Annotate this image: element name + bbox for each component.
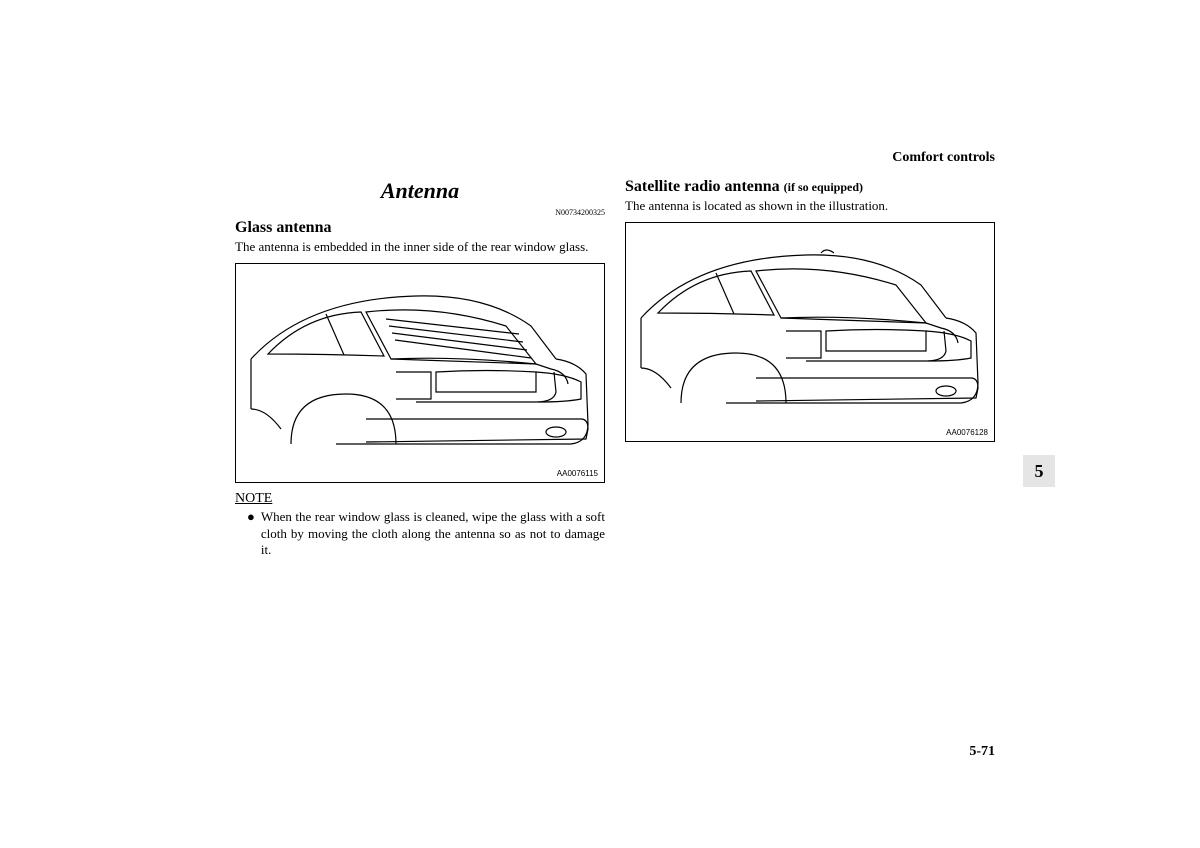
chapter-tab: 5 [1023, 455, 1055, 487]
figure-code: AA0076128 [946, 428, 988, 437]
page-number: 5-71 [969, 744, 995, 760]
satellite-antenna-figure: AA0076128 [625, 222, 995, 442]
right-column: Satellite radio antenna (if so equipped)… [625, 178, 995, 442]
car-rear-satellite-antenna-illustration [626, 223, 996, 443]
satellite-heading-text: Satellite radio antenna [625, 178, 784, 195]
manual-page: Comfort controls Antenna N00734200325 Gl… [235, 150, 995, 750]
glass-antenna-figure: AA0076115 [235, 263, 605, 483]
section-header: Comfort controls [892, 150, 995, 166]
glass-antenna-description: The antenna is embedded in the inner sid… [235, 239, 605, 255]
figure-code: AA0076115 [557, 469, 598, 478]
equipped-note: (if so equipped) [784, 180, 863, 194]
left-column: Antenna N00734200325 Glass antenna The a… [235, 178, 605, 558]
satellite-antenna-description: The antenna is located as shown in the i… [625, 198, 995, 214]
note-item: ● When the rear window glass is cleaned,… [235, 509, 605, 558]
bullet-icon: ● [247, 509, 255, 558]
reference-number: N00734200325 [235, 208, 605, 217]
note-heading: NOTE [235, 491, 605, 507]
car-rear-glass-antenna-illustration [236, 264, 606, 484]
glass-antenna-heading: Glass antenna [235, 219, 605, 237]
note-text: When the rear window glass is cleaned, w… [261, 509, 605, 558]
main-title: Antenna [235, 178, 605, 204]
satellite-antenna-heading: Satellite radio antenna (if so equipped) [625, 178, 995, 196]
